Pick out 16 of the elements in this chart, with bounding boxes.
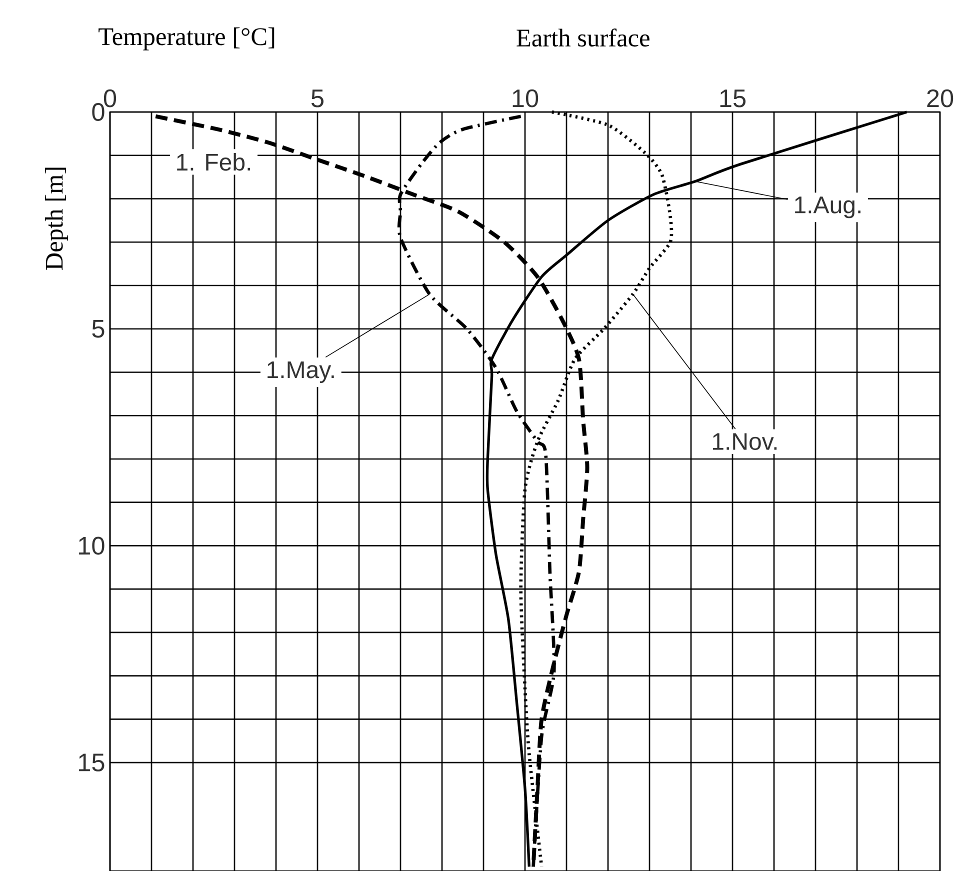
y-tick-label: 0 bbox=[92, 103, 104, 121]
y-tick-label: 15 bbox=[79, 754, 104, 772]
series-label: 1. Feb. bbox=[177, 153, 250, 171]
text: 1.May. bbox=[268, 361, 334, 383]
x-tick-label: 10 bbox=[512, 89, 538, 108]
x-tick-label: 20 bbox=[927, 89, 954, 108]
text: 1.Nov. bbox=[712, 433, 777, 450]
series-label: 1.Aug. bbox=[795, 196, 860, 218]
y-tick-label: 10 bbox=[79, 536, 104, 555]
y-axis-title: Depth [m] bbox=[45, 168, 68, 270]
y-tick-label: 5 bbox=[92, 320, 104, 338]
x-axis-title: Temperature [°C] bbox=[98, 27, 274, 50]
x-tick-label: 5 bbox=[311, 90, 324, 108]
x-tick-label: 0 bbox=[104, 89, 116, 108]
x-tick-label: 15 bbox=[720, 90, 746, 108]
text: Earth surface bbox=[516, 28, 650, 47]
